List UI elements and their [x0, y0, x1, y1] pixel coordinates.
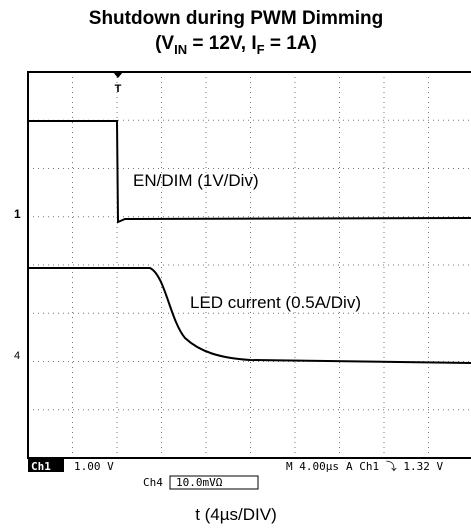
ch1-marker: 1	[14, 207, 21, 221]
status-ch4: Ch4	[143, 476, 163, 489]
subtitle-part: (V	[155, 33, 174, 54]
subtitle-sub: IN	[174, 42, 187, 57]
ch4-marker: 4	[14, 350, 20, 362]
ch4-box	[169, 475, 259, 490]
title: Shutdown during PWM Dimming	[89, 8, 383, 29]
trigger-arrow	[113, 72, 123, 78]
subtitle-sub: F	[257, 42, 265, 57]
status-trigger: A Ch1 ⤵ 1.32 V	[346, 460, 443, 473]
trigger-marker: T	[115, 83, 122, 95]
scope-grid	[28, 72, 471, 458]
ch1-box	[28, 459, 64, 472]
subtitle-part: = 12V, I	[187, 33, 257, 54]
subtitle: (VIN = 12V, IF = 1A)	[155, 33, 317, 57]
x-label: t (4µs/DIV)	[195, 505, 277, 524]
scope-frame	[27, 71, 471, 459]
status-ch1: Ch1	[31, 460, 51, 473]
status-ch4-scale: 10.0mVΩ	[176, 476, 223, 489]
led-trace	[28, 267, 471, 364]
en-label: EN/DIM (1V/Div)	[133, 171, 259, 190]
en-trace	[28, 120, 471, 224]
status-ch1-scale: 1.00 V	[74, 460, 114, 473]
led-label: LED current (0.5A/Div)	[190, 293, 361, 312]
subtitle-part: = 1A)	[265, 33, 317, 54]
status-time: M 4.00µs	[286, 460, 339, 473]
